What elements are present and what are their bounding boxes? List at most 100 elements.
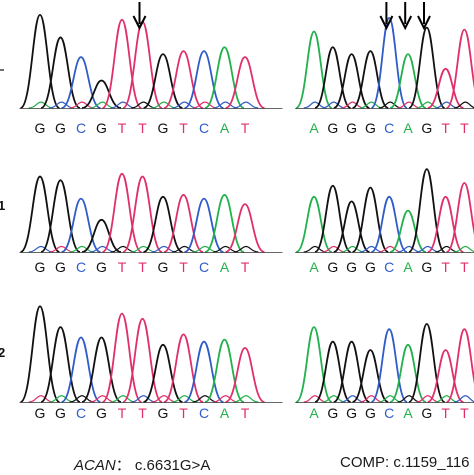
right-base-call-r1-7: T [441, 259, 450, 275]
left-base-call-r1-3: G [96, 259, 107, 275]
left-peak-r0-0 [19, 14, 61, 109]
left-base-call-r1-0: G [35, 259, 46, 275]
left-base-call-r0-2: C [76, 120, 86, 136]
right-base-call-r0-4: C [384, 120, 394, 136]
right-noise-r1-0 [303, 245, 327, 253]
left-noise-r0-5 [131, 101, 156, 109]
right-noise-r1-5 [397, 245, 421, 253]
right-noise-r0-7 [435, 101, 458, 109]
left-peak-r0-10 [225, 56, 265, 109]
right-peak-r0-1 [314, 46, 352, 109]
left-peak-r2-0 [19, 305, 61, 403]
right-peak-r1-7 [427, 195, 464, 253]
left-noise-r2-2 [69, 395, 95, 403]
right-noise-r0-6 [416, 101, 440, 109]
right-noise-r0-3 [360, 101, 383, 109]
left-base-call-r1-2: C [76, 259, 86, 275]
right-peak-r0-0 [295, 30, 333, 109]
left-noise-r1-3 [90, 245, 115, 253]
right-peak-r0-3 [352, 50, 389, 109]
left-base-call-r0-4: T [118, 120, 127, 136]
left-noise-r1-2 [69, 245, 95, 253]
right-noise-r2-7 [435, 395, 458, 403]
left-noise-r0-2 [69, 101, 95, 109]
right-peak-r1-3 [352, 186, 389, 253]
right-noise-r1-8 [454, 245, 474, 253]
right-peak-r1-0 [295, 195, 333, 253]
left-peak-r1-2 [61, 197, 101, 253]
left-peak-r2-6 [143, 343, 183, 403]
right-noise-r0-2 [341, 101, 364, 109]
right-peak-r1-2 [333, 200, 370, 253]
left-peak-r1-6 [143, 195, 183, 253]
right-peak-r0-2 [333, 53, 370, 109]
left-peak-r0-6 [143, 53, 183, 109]
right-base-call-r2-8: T [460, 405, 469, 421]
right-noise-r2-3 [360, 395, 383, 403]
right-peak-r2-8 [446, 328, 474, 403]
right-base-call-r1-8: T [460, 259, 469, 275]
right-noise-r1-7 [435, 245, 458, 253]
acan-caption: ACAN： c.6631G>A [74, 454, 210, 475]
right-noise-r2-5 [397, 395, 421, 403]
right-noise-r0-0 [303, 101, 327, 109]
left-noise-r2-9 [213, 395, 238, 403]
left-arrow-0-head [132, 15, 147, 31]
left-base-call-r1-6: G [158, 259, 169, 275]
right-arrow-1-head [398, 15, 413, 31]
left-noise-r0-0 [28, 101, 54, 109]
left-noise-r0-4 [110, 101, 136, 109]
right-noise-r2-0 [303, 395, 327, 403]
right-base-call-r0-7: T [441, 120, 450, 136]
right-peak-r0-7 [427, 67, 464, 109]
left-peak-r0-3 [81, 79, 122, 109]
left-peak-r0-7 [163, 50, 204, 109]
row-label-1: 1 [0, 198, 6, 213]
right-peak-r0-8 [445, 28, 474, 109]
right-base-call-r0-3: G [365, 120, 376, 136]
left-base-call-r2-3: G [96, 405, 107, 421]
right-base-call-r2-7: T [441, 405, 450, 421]
right-base-call-r2-6: G [421, 405, 432, 421]
left-noise-r0-6 [151, 101, 177, 109]
right-base-call-r2-5: A [403, 405, 413, 421]
left-peak-r1-8 [184, 197, 224, 253]
left-base-call-r0-9: A [220, 120, 230, 136]
left-base-call-r1-5: T [138, 259, 147, 275]
left-noise-r0-7 [172, 101, 197, 109]
left-noise-r2-8 [192, 395, 218, 403]
right-noise-r0-8 [454, 101, 474, 109]
right-noise-r1-4 [378, 245, 402, 253]
right-peak-r2-0 [295, 326, 333, 403]
right-noise-r2-6 [416, 395, 440, 403]
right-noise-r0-5 [397, 101, 421, 109]
left-peak-r2-2 [61, 336, 101, 403]
right-base-call-r2-2: G [346, 405, 357, 421]
left-noise-r2-0 [28, 395, 54, 403]
right-base-call-r2-1: G [327, 405, 338, 421]
right-base-call-r1-2: G [346, 259, 357, 275]
left-noise-r0-8 [192, 101, 218, 109]
left-base-call-r2-10: T [241, 405, 250, 421]
right-base-call-r1-4: C [384, 259, 394, 275]
left-noise-r2-6 [151, 395, 177, 403]
right-base-call-r0-0: A [309, 120, 319, 136]
left-peak-r0-8 [184, 50, 224, 109]
right-peak-r1-4 [370, 195, 408, 253]
acan-gene-name: ACAN [74, 457, 116, 474]
left-base-call-r1-1: G [55, 259, 66, 275]
left-base-call-r1-7: T [179, 259, 188, 275]
right-base-call-r2-0: A [309, 405, 319, 421]
left-base-call-r2-7: T [179, 405, 188, 421]
right-base-call-r1-3: G [365, 259, 376, 275]
right-peak-r2-3 [352, 349, 389, 403]
left-noise-r1-8 [192, 245, 218, 253]
left-peak-r0-5 [122, 20, 163, 109]
right-arrow-2-head [417, 15, 431, 31]
right-base-call-r1-5: A [403, 259, 413, 275]
right-noise-r2-2 [341, 395, 364, 403]
left-peak-r2-8 [184, 340, 224, 403]
right-peak-r0-6 [408, 26, 446, 109]
right-base-call-r1-1: G [327, 259, 338, 275]
